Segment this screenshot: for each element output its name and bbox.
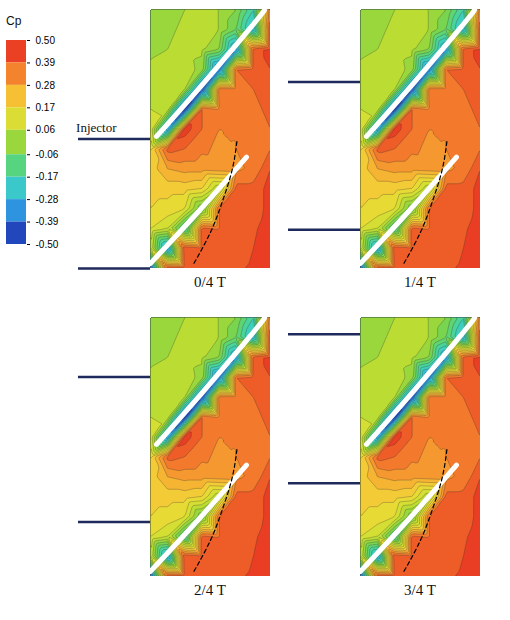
- html-text:3/4 T: 3/4 T: [404, 582, 436, 598]
- svg-text:0.17: 0.17: [36, 102, 56, 113]
- svg-text:-0.28: -0.28: [36, 194, 59, 205]
- svg-text:0.39: 0.39: [36, 57, 56, 68]
- html-text:2/4 T: 2/4 T: [194, 582, 226, 598]
- svg-text:0.50: 0.50: [36, 35, 56, 46]
- html-text:Cp: Cp: [6, 14, 22, 28]
- svg-text:Injector: Injector: [76, 120, 117, 135]
- svg-text:-0.39: -0.39: [36, 216, 59, 227]
- html-text:0/4 T: 0/4 T: [194, 274, 226, 290]
- svg-text:-0.06: -0.06: [36, 149, 59, 160]
- html-text:1/4 T: 1/4 T: [404, 274, 436, 290]
- svg-text:-0.17: -0.17: [36, 171, 59, 182]
- svg-text:0.28: 0.28: [36, 80, 56, 91]
- svg-text:0.06: 0.06: [36, 124, 56, 135]
- svg-text:-0.50: -0.50: [36, 239, 59, 250]
